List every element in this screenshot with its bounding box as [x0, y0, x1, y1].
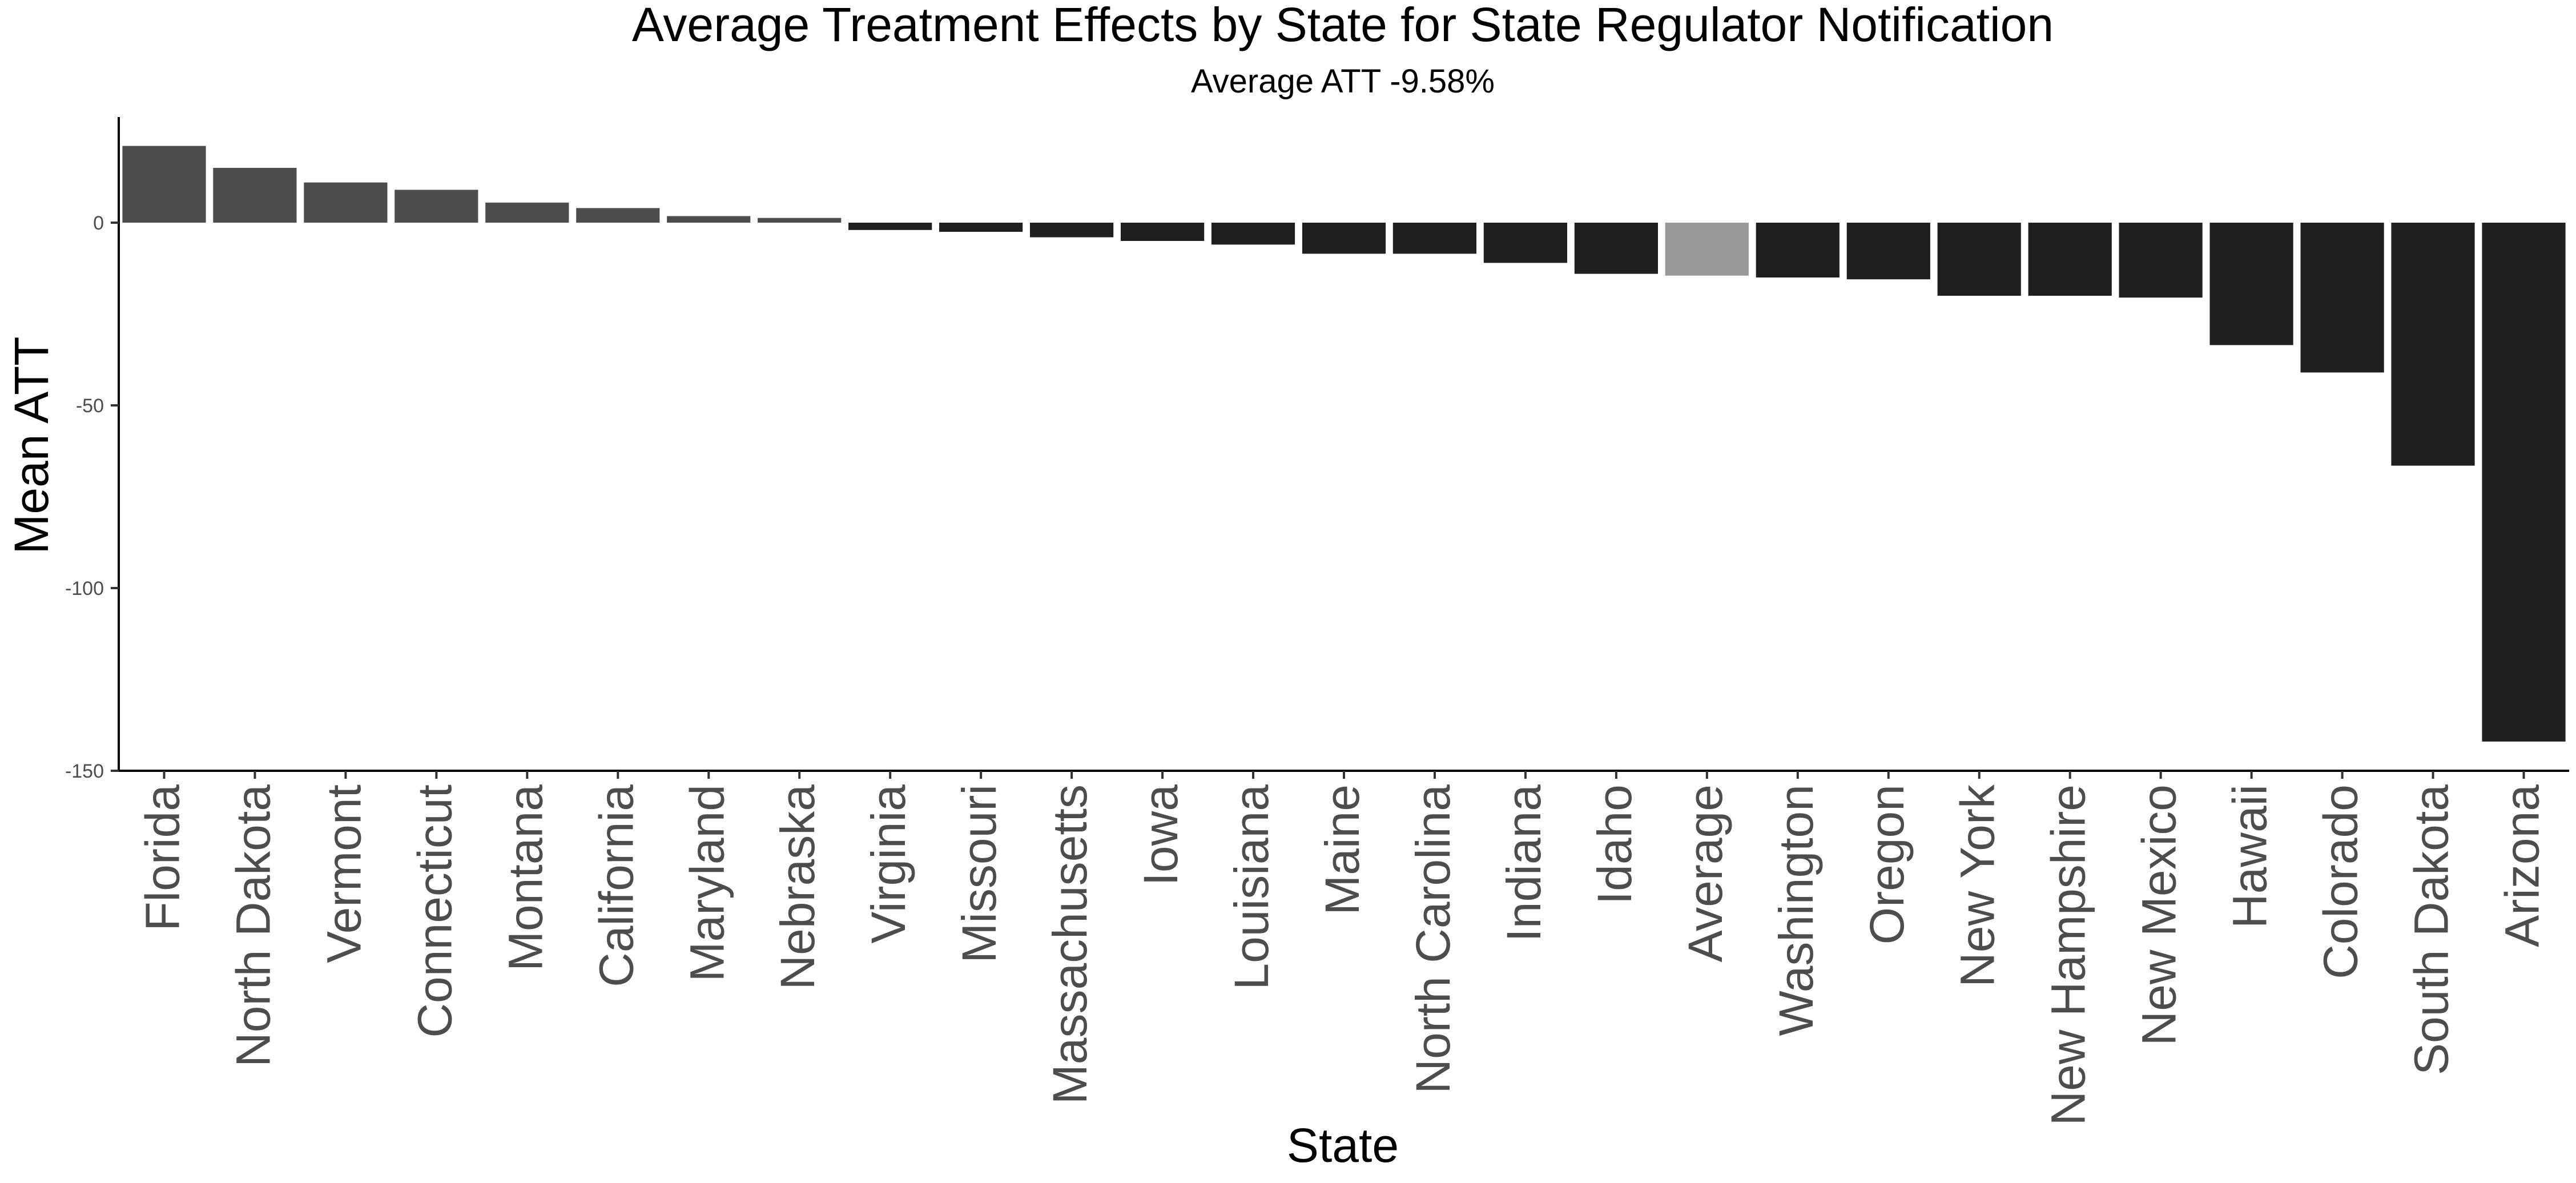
bar-florida: [122, 146, 206, 223]
bar-missouri: [939, 223, 1023, 232]
bar-north-carolina: [1392, 223, 1476, 254]
x-tick-label: Arizona: [2496, 784, 2549, 947]
x-tick-label: Vermont: [317, 784, 371, 963]
bar-idaho: [1574, 223, 1658, 274]
x-tick-label: Indiana: [1497, 784, 1551, 942]
x-tick-label: Florida: [135, 784, 189, 931]
x-tick-label: Massachusetts: [1043, 784, 1097, 1104]
bar-iowa: [1121, 223, 1205, 241]
x-tick-label: Virginia: [862, 784, 915, 944]
bar-new-york: [1937, 223, 2021, 296]
bar-average: [1665, 223, 1749, 276]
x-axis-title: State: [1287, 1118, 1399, 1172]
x-tick-label: North Carolina: [1406, 784, 1460, 1094]
bar-connecticut: [395, 190, 478, 223]
x-tick-label: California: [589, 784, 643, 987]
bar-new-mexico: [2119, 223, 2203, 298]
x-tick-label: Idaho: [1588, 784, 1641, 904]
x-tick-label: Iowa: [1134, 784, 1188, 886]
x-tick-label: Average: [1679, 784, 1732, 962]
x-tick-label: Maryland: [680, 784, 734, 981]
x-tick-label: New Hampshire: [2042, 784, 2095, 1126]
y-tick-label: -50: [76, 395, 104, 417]
x-tick-label: North Dakota: [226, 784, 280, 1067]
bar-indiana: [1483, 223, 1567, 263]
x-tick-label: Montana: [498, 784, 552, 971]
bar-louisiana: [1211, 223, 1295, 245]
bar-colorado: [2300, 223, 2384, 373]
x-tick-label: New Mexico: [2132, 784, 2186, 1045]
bar-hawaii: [2209, 223, 2293, 345]
bar-arizona: [2482, 223, 2566, 742]
x-tick-label: Nebraska: [771, 784, 824, 990]
y-tick-label: -100: [65, 578, 104, 599]
x-tick-label: South Dakota: [2405, 784, 2458, 1075]
chart-subtitle: Average ATT -9.58%: [1191, 63, 1495, 100]
x-tick-label: Washington: [1769, 784, 1823, 1036]
bar-maine: [1302, 223, 1386, 254]
bar-virginia: [848, 223, 932, 230]
bar-south-dakota: [2391, 223, 2475, 466]
x-tick-label: Maine: [1315, 784, 1369, 915]
y-tick-label: -150: [65, 760, 104, 782]
x-tick-label: Missouri: [952, 784, 1006, 963]
y-axis-title: Mean ATT: [5, 336, 58, 554]
x-tick-label: New York: [1951, 784, 2005, 987]
bar-massachusetts: [1030, 223, 1114, 238]
bar-washington: [1756, 223, 1840, 277]
plot-area: 0 -50 -100 -150 Florida North Dakota Vermont Co…: [65, 117, 2569, 1126]
x-tick-label: Oregon: [1860, 784, 1914, 944]
bar-nebraska: [758, 218, 842, 223]
x-tick-label: Hawaii: [2223, 784, 2277, 928]
bar-maryland: [667, 216, 751, 223]
y-tick-label: 0: [93, 212, 104, 234]
bar-california: [576, 208, 660, 223]
bar-vermont: [304, 182, 388, 223]
x-tick-label: Louisiana: [1225, 784, 1278, 990]
chart-title: Average Treatment Effects by State for S…: [632, 0, 2054, 51]
bar-oregon: [1846, 223, 1930, 280]
bar-new-hampshire: [2028, 223, 2112, 296]
bar-north-dakota: [213, 168, 297, 223]
x-tick-label: Colorado: [2314, 784, 2368, 979]
x-tick-label: Connecticut: [408, 784, 461, 1038]
bar-montana: [485, 202, 569, 223]
